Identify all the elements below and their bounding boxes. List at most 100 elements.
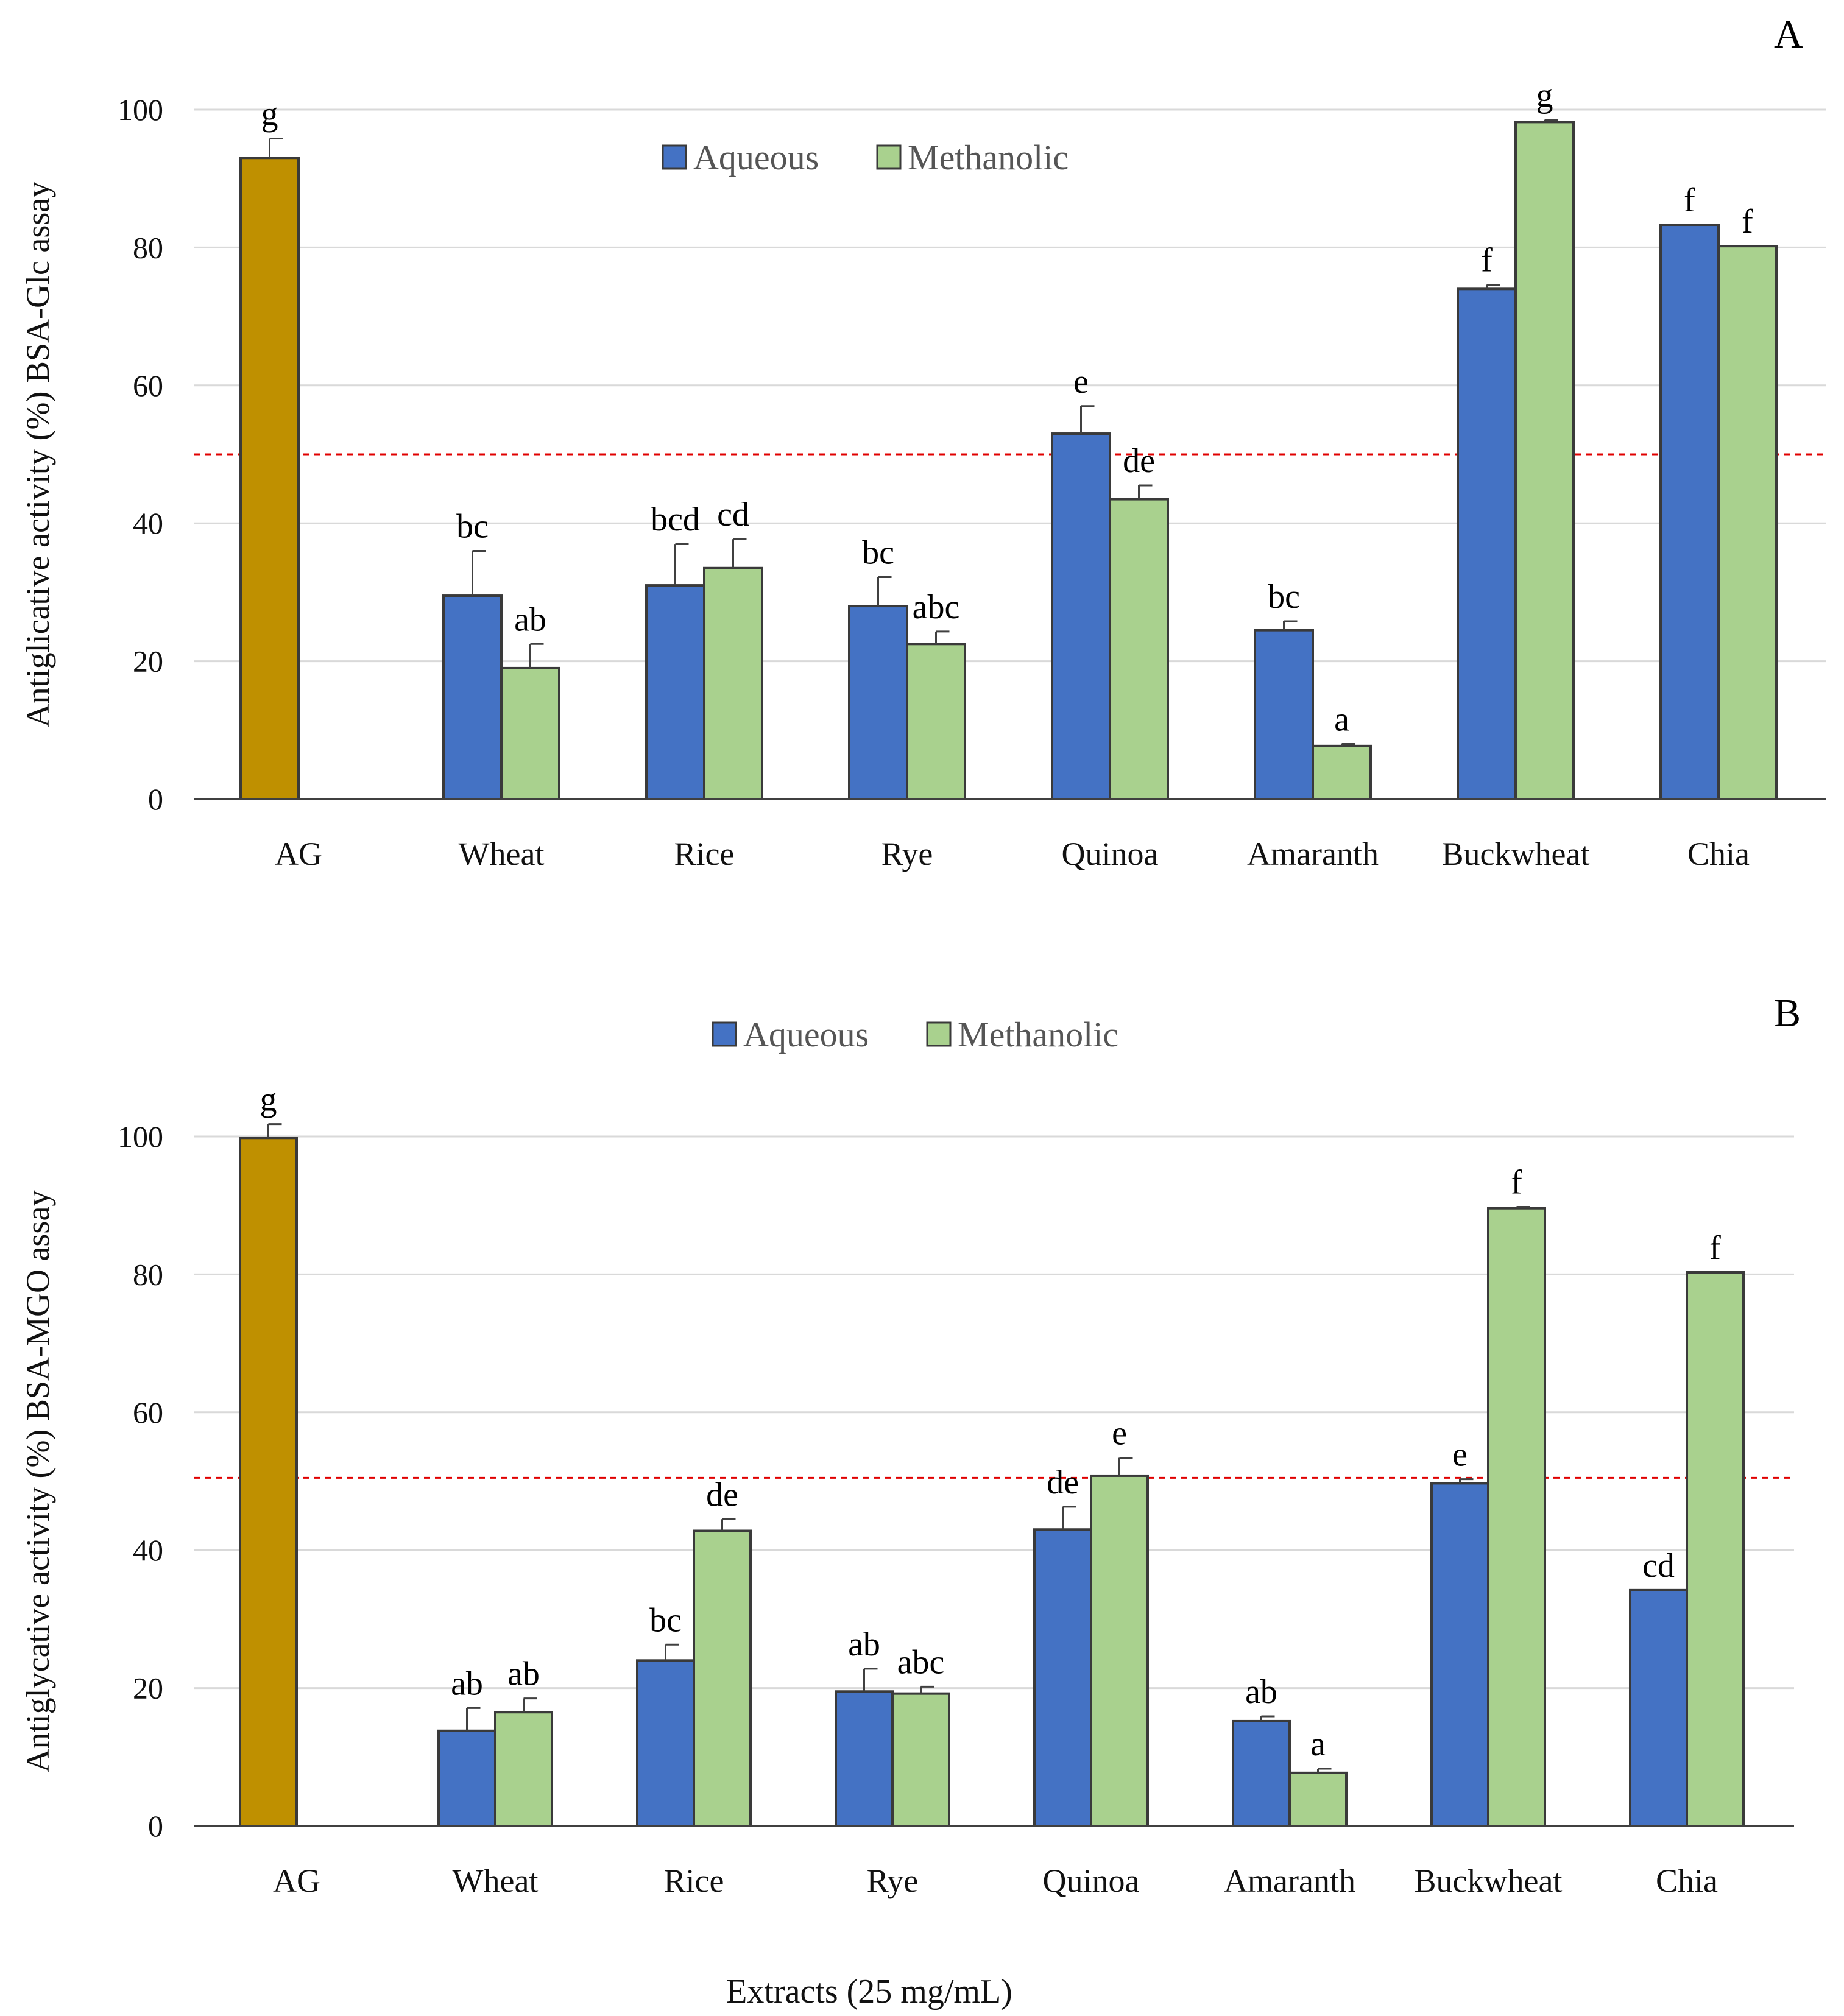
bar-a-amaranth-methanolic: [1312, 744, 1372, 801]
y-tick-label-60: 60: [133, 1395, 163, 1429]
bar-b-rye-methanolic-letter: abc: [897, 1643, 945, 1681]
y-tick-label-0: 0: [148, 1809, 163, 1843]
bar-a-rice-methanolic: [703, 566, 763, 801]
bar-a-wheat-methanolic: [500, 666, 560, 801]
category-label-ag: AG: [273, 1863, 320, 1899]
bar-a-ag: [239, 157, 300, 800]
bar-b-quinoa-aqueous-letter: de: [1047, 1464, 1079, 1501]
y-tick-label-20: 20: [133, 644, 163, 678]
bar-b-ag-letter: g: [260, 1081, 277, 1119]
bar-b-quinoa-methanolic: [1090, 1474, 1149, 1828]
bar-a-quinoa-methanolic: [1109, 498, 1169, 801]
category-label-rye: Rye: [881, 836, 933, 872]
bar-a-ag-letter: g: [261, 96, 278, 133]
bar-b-rice-aqueous: [636, 1659, 695, 1828]
legend-swatch-methanolic: [876, 144, 902, 170]
category-label-rye: Rye: [867, 1863, 919, 1899]
bar-a-chia-aqueous-letter: f: [1684, 182, 1695, 219]
bar-b-amaranth-aqueous: [1232, 1719, 1291, 1828]
bar-a-buckwheat-methanolic: [1514, 121, 1575, 801]
bar-b-amaranth-aqueous-letter: ab: [1245, 1673, 1277, 1711]
x-axis-label: Extracts (25 mg/mL): [726, 1973, 1012, 2011]
bar-a-rice-aqueous: [645, 584, 705, 801]
y-tick-label-100: 100: [118, 1119, 163, 1154]
bar-b-buckwheat-methanolic: [1487, 1207, 1546, 1827]
y-tick-label-20: 20: [133, 1671, 163, 1705]
bar-b-chia-aqueous: [1629, 1588, 1688, 1827]
category-label-chia: Chia: [1656, 1863, 1718, 1899]
bar-a-chia-aqueous: [1659, 224, 1720, 800]
category-label-quinoa: Quinoa: [1043, 1863, 1140, 1899]
bar-a-amaranth-aqueous: [1254, 629, 1314, 801]
legend-label-methanolic: Methanolic: [908, 138, 1069, 177]
bar-b-buckwheat-methanolic-letter: f: [1511, 1163, 1522, 1201]
bar-a-rice-methanolic-letter: cd: [717, 496, 749, 534]
bar-b-wheat-aqueous-letter: ab: [451, 1665, 483, 1702]
legend-label-aqueous: Aqueous: [693, 138, 819, 177]
bar-b-wheat-methanolic-letter: ab: [507, 1655, 540, 1693]
bar-b-quinoa-methanolic-letter: e: [1112, 1415, 1127, 1453]
bar-b-chia-methanolic: [1686, 1271, 1745, 1827]
bar-b-quinoa-aqueous: [1033, 1528, 1092, 1827]
panel-a-bsa-glc: 0 20 40 60 80 100 Antiglicative activity (%) B…: [19, 12, 1826, 872]
category-label-amaranth: Amaranth: [1247, 836, 1379, 872]
bar-b-amaranth-methanolic: [1288, 1771, 1348, 1827]
y-tick-label-80: 80: [133, 230, 163, 264]
bar-a-amaranth-methanolic-letter: a: [1334, 700, 1349, 738]
bar-a-chia-methanolic-letter: f: [1742, 203, 1753, 241]
bar-b-buckwheat-aqueous: [1430, 1482, 1489, 1827]
bar-b-rye-methanolic: [891, 1692, 950, 1827]
y-tick-label-40: 40: [133, 1533, 163, 1567]
bar-b-chia-aqueous-letter: cd: [1642, 1547, 1675, 1585]
category-label-chia: Chia: [1687, 836, 1750, 872]
bar-b-rice-aqueous-letter: bc: [649, 1601, 682, 1639]
bar-a-quinoa-aqueous: [1051, 432, 1111, 800]
bar-b-amaranth-methanolic-letter: a: [1310, 1725, 1326, 1763]
bar-b-rice-methanolic-letter: de: [706, 1476, 738, 1514]
y-tick-label-40: 40: [133, 506, 163, 540]
bar-a-buckwheat-aqueous: [1457, 287, 1517, 800]
bar-a-quinoa-aqueous-letter: e: [1073, 363, 1089, 401]
bar-b-wheat-aqueous: [437, 1729, 496, 1827]
panel-label-a: A: [1774, 12, 1803, 57]
bar-a-rice-aqueous-letter: bcd: [651, 501, 700, 538]
category-label-rice: Rice: [664, 1863, 724, 1899]
y-tick-label-100: 100: [118, 93, 163, 127]
bar-a-rye-methanolic: [906, 643, 966, 801]
category-label-wheat: Wheat: [453, 1863, 539, 1899]
bar-a-quinoa-methanolic-letter: de: [1123, 442, 1155, 480]
bar-b-buckwheat-aqueous-letter: e: [1452, 1436, 1468, 1474]
legend-swatch-aqueous: [712, 1021, 737, 1047]
bar-b-wheat-methanolic: [494, 1711, 553, 1827]
legend-label-aqueous: Aqueous: [743, 1015, 869, 1054]
bar-b-chia-methanolic-letter: f: [1709, 1229, 1721, 1267]
y-tick-label-80: 80: [133, 1257, 163, 1291]
panel-b-bsa-mgo: 0 20 40 60 80 100 Antiglycative activity (%) B…: [19, 991, 1801, 1899]
panel-label-b: B: [1774, 991, 1801, 1035]
bar-a-rye-aqueous-letter: bc: [862, 534, 894, 571]
category-label-amaranth: Amaranth: [1224, 1863, 1355, 1899]
legend-swatch-aqueous: [662, 144, 687, 170]
y-axis-title-b: Antiglycative activity (%) BSA-MGO assay: [19, 1190, 56, 1773]
bar-a-wheat-aqueous-letter: bc: [456, 507, 489, 545]
bar-b-rye-aqueous-letter: ab: [848, 1626, 880, 1663]
bar-a-wheat-methanolic-letter: ab: [514, 601, 546, 638]
category-label-ag: AG: [275, 836, 322, 872]
bar-a-amaranth-aqueous-letter: bc: [1268, 578, 1300, 616]
category-label-rice: Rice: [674, 836, 735, 872]
legend-swatch-methanolic: [926, 1021, 952, 1047]
legend-label-methanolic: Methanolic: [958, 1015, 1118, 1054]
y-tick-label-60: 60: [133, 368, 163, 403]
bar-a-wheat-aqueous: [442, 594, 503, 800]
bar-a-rye-methanolic-letter: abc: [913, 588, 960, 626]
y-axis-title-a: Antiglicative activity (%) BSA-Glc assay: [19, 182, 56, 728]
y-tick-label-0: 0: [148, 782, 163, 816]
bar-a-buckwheat-aqueous-letter: f: [1481, 242, 1493, 280]
bar-a-buckwheat-methanolic-letter: g: [1536, 77, 1553, 115]
bar-a-rye-aqueous: [848, 605, 908, 800]
category-label-buckwheat: Buckwheat: [1415, 1863, 1563, 1899]
bar-b-rye-aqueous: [835, 1690, 894, 1828]
bar-a-chia-methanolic: [1717, 245, 1778, 800]
category-label-buckwheat: Buckwheat: [1442, 836, 1590, 872]
